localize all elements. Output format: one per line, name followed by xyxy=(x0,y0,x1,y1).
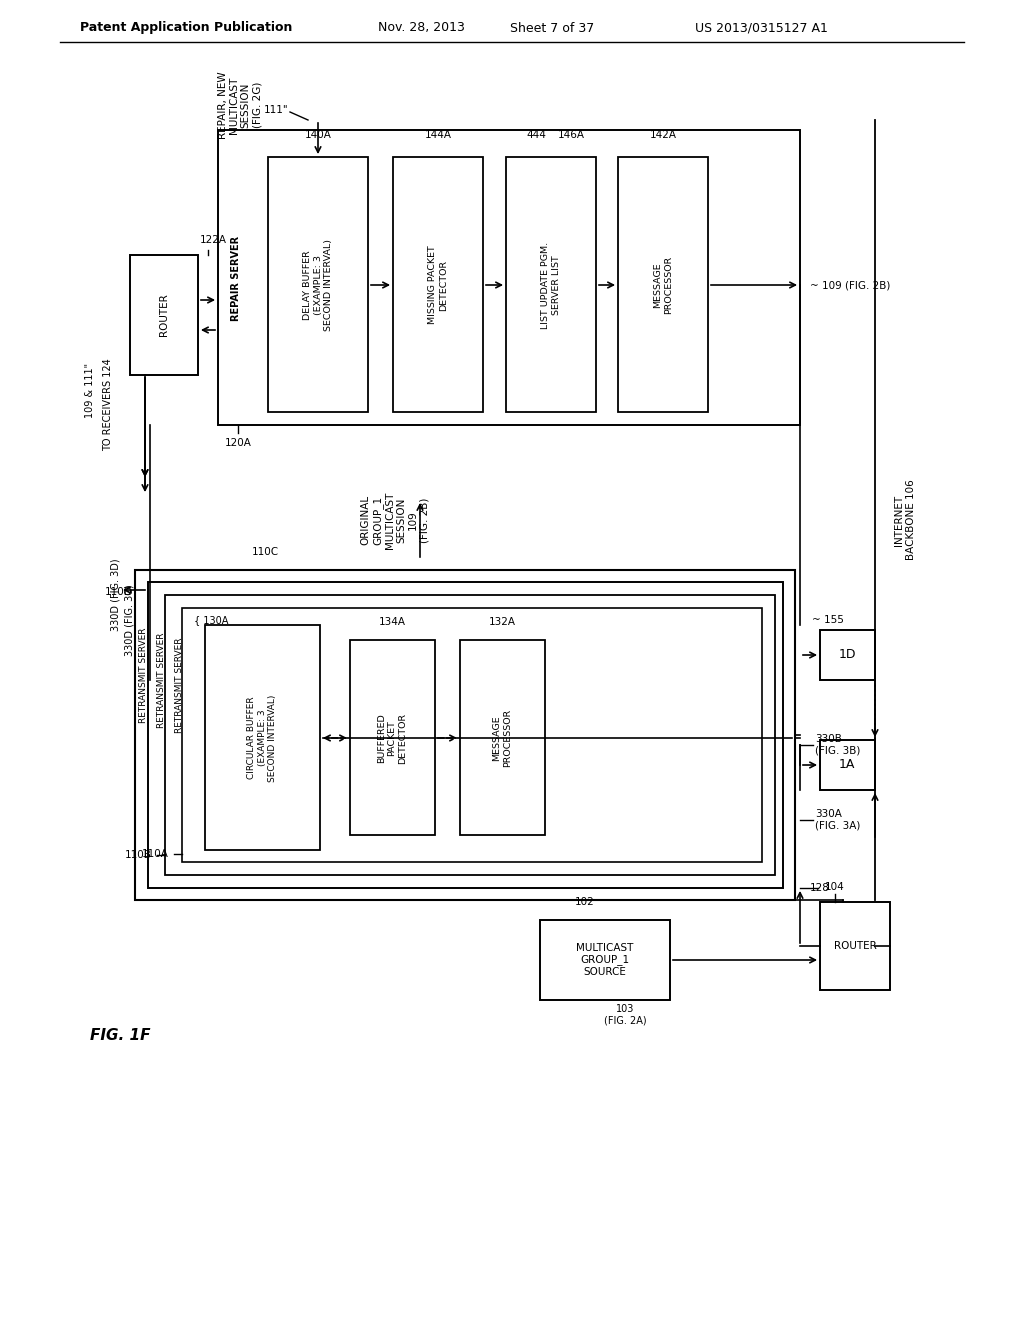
Bar xyxy=(218,129,800,425)
Bar xyxy=(148,582,783,888)
Text: 132A: 132A xyxy=(488,616,515,627)
Text: MISSING PACKET
DETECTOR: MISSING PACKET DETECTOR xyxy=(428,246,447,325)
Bar xyxy=(540,920,670,1001)
Bar xyxy=(820,902,890,990)
Text: 109 & 111": 109 & 111" xyxy=(85,363,95,417)
Text: ORIGINAL
GROUP_1
MULTICAST
SESSION
109
(FIG. 2B): ORIGINAL GROUP_1 MULTICAST SESSION 109 (… xyxy=(360,491,429,549)
Text: DELAY BUFFER
(EXAMPLE: 3
SECOND INTERVAL): DELAY BUFFER (EXAMPLE: 3 SECOND INTERVAL… xyxy=(303,239,333,331)
Text: INTERNET
BACKBONE 106: INTERNET BACKBONE 106 xyxy=(894,479,915,561)
Text: 144A: 144A xyxy=(425,129,452,140)
Text: ~ 155: ~ 155 xyxy=(812,615,844,624)
Text: MULTICAST
GROUP_1
SOURCE: MULTICAST GROUP_1 SOURCE xyxy=(577,942,634,977)
Bar xyxy=(393,157,483,412)
Text: CIRCULAR BUFFER
(EXAMPLE: 3
SECOND INTERVAL): CIRCULAR BUFFER (EXAMPLE: 3 SECOND INTER… xyxy=(247,694,276,781)
Text: 140A: 140A xyxy=(304,129,332,140)
Text: BUFFERED
PACKET
DETECTOR: BUFFERED PACKET DETECTOR xyxy=(377,713,407,763)
Bar xyxy=(618,157,708,412)
Text: 120A: 120A xyxy=(224,438,252,447)
Text: RETRANSMIT SERVER: RETRANSMIT SERVER xyxy=(138,627,147,723)
Bar xyxy=(820,741,874,789)
Text: REPAIR, NEW
MULTICAST
SESSION
(FIG. 2G): REPAIR, NEW MULTICAST SESSION (FIG. 2G) xyxy=(217,71,262,139)
Text: 1A: 1A xyxy=(839,759,855,771)
Bar xyxy=(130,255,198,375)
Text: MESSAGE
PROCESSOR: MESSAGE PROCESSOR xyxy=(493,709,512,767)
Text: 142A: 142A xyxy=(649,129,677,140)
Bar xyxy=(135,570,795,900)
Text: ROUTER: ROUTER xyxy=(834,941,877,950)
Text: 110D: 110D xyxy=(105,587,133,597)
Text: REPAIR SERVER: REPAIR SERVER xyxy=(231,235,241,321)
Bar xyxy=(268,157,368,412)
Bar xyxy=(182,609,762,862)
Text: MESSAGE
PROCESSOR: MESSAGE PROCESSOR xyxy=(653,256,673,314)
Text: 330A
(FIG. 3A): 330A (FIG. 3A) xyxy=(815,809,860,830)
Text: 104: 104 xyxy=(825,882,845,892)
Bar xyxy=(820,630,874,680)
Text: 134A: 134A xyxy=(379,616,406,627)
Text: 110A: 110A xyxy=(142,849,169,859)
Text: ~ 109 (FIG. 2B): ~ 109 (FIG. 2B) xyxy=(810,280,891,290)
Text: 110C: 110C xyxy=(252,546,279,557)
Bar xyxy=(165,595,775,875)
Text: RETRANSMIT SERVER: RETRANSMIT SERVER xyxy=(174,638,183,733)
Bar xyxy=(205,624,319,850)
Text: Patent Application Publication: Patent Application Publication xyxy=(80,21,293,34)
Text: ROUTER: ROUTER xyxy=(159,293,169,337)
Text: US 2013/0315127 A1: US 2013/0315127 A1 xyxy=(695,21,827,34)
Text: 103
(FIG. 2A): 103 (FIG. 2A) xyxy=(604,1005,646,1026)
Text: { 130A: { 130A xyxy=(194,615,228,624)
Bar xyxy=(460,640,545,836)
Text: Sheet 7 of 37: Sheet 7 of 37 xyxy=(510,21,594,34)
Bar xyxy=(506,157,596,412)
Text: 1D: 1D xyxy=(839,648,856,661)
Text: 330D (FIG. 3D): 330D (FIG. 3D) xyxy=(110,558,120,631)
Text: 146A: 146A xyxy=(557,129,585,140)
Text: 330D (FIG. 3C): 330D (FIG. 3C) xyxy=(125,585,135,656)
Text: 444: 444 xyxy=(526,129,546,140)
Text: 122A: 122A xyxy=(200,235,226,246)
Text: Nov. 28, 2013: Nov. 28, 2013 xyxy=(378,21,465,34)
Text: 110B: 110B xyxy=(125,850,152,861)
Text: 330B
(FIG. 3B): 330B (FIG. 3B) xyxy=(815,734,860,756)
Text: TO RECEIVERS 124: TO RECEIVERS 124 xyxy=(103,359,113,451)
Text: LIST UPDATE PGM.
SERVER LIST: LIST UPDATE PGM. SERVER LIST xyxy=(542,242,561,329)
Text: 128: 128 xyxy=(810,883,829,894)
Text: FIG. 1F: FIG. 1F xyxy=(90,1027,151,1043)
Text: 111": 111" xyxy=(263,106,288,115)
Text: RETRANSMIT SERVER: RETRANSMIT SERVER xyxy=(158,632,167,727)
Bar xyxy=(350,640,435,836)
Text: 102: 102 xyxy=(575,898,595,907)
